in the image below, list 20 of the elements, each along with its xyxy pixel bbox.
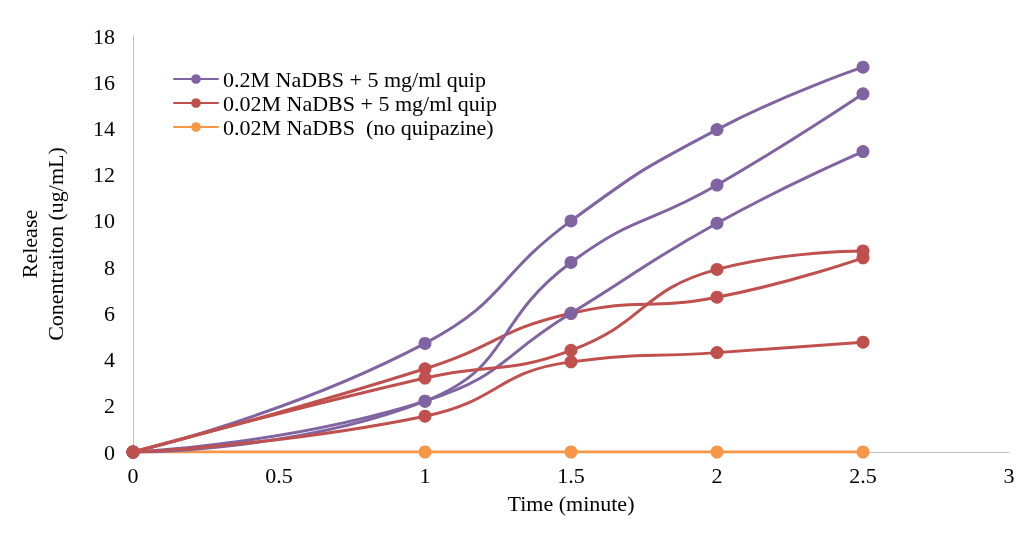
y-tick-label: 12 — [93, 162, 115, 188]
x-tick-label: 1.5 — [557, 462, 585, 488]
x-tick-label: 3 — [1003, 462, 1015, 488]
y-tick-label: 16 — [93, 69, 115, 95]
y-tick-label: 0 — [104, 439, 115, 465]
x-tick-label: 2.5 — [849, 462, 877, 488]
y-axis-title: Release Conentraiton (ug/mL) — [16, 147, 68, 341]
y-tick-label: 18 — [93, 23, 115, 49]
y-tick-label: 4 — [104, 347, 115, 373]
y-tick-label: 14 — [93, 115, 115, 141]
x-axis-title: Time (minute) — [507, 490, 635, 516]
x-tick-label: 1 — [419, 462, 431, 488]
x-tick-label: 2 — [711, 462, 723, 488]
y-tick-label: 8 — [104, 254, 115, 280]
y-tick-label: 10 — [93, 208, 115, 234]
x-tick-label: 0 — [127, 462, 139, 488]
y-tick-label: 2 — [104, 393, 115, 419]
y-tick-label: 6 — [104, 300, 115, 326]
x-tick-label: 0.5 — [265, 462, 293, 488]
legend-label: 0.2M NaDBS + 5 mg/ml quip — [223, 66, 486, 92]
